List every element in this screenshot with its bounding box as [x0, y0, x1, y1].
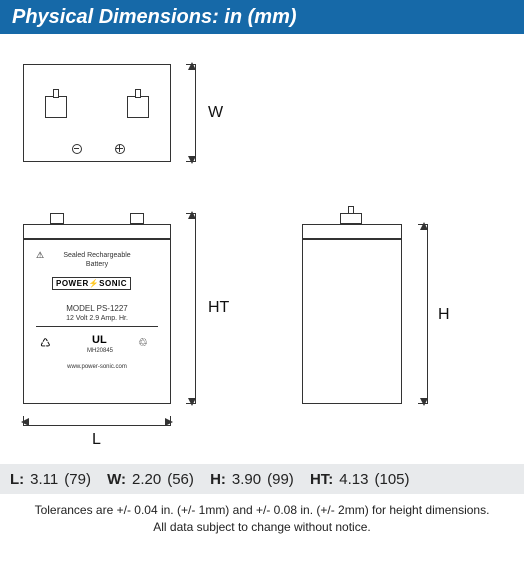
frontview-lid [23, 224, 171, 239]
h-label: H [438, 306, 450, 324]
footnote-text: Tolerances are +/- 0.04 in. (+/- 1mm) an… [0, 494, 524, 536]
dim-l-in: 3.11 [30, 471, 58, 488]
w-bracket [186, 64, 196, 162]
dim-ht-label: HT: [310, 471, 333, 488]
label-divider [36, 326, 158, 327]
dimensions-bar: L: 3.11 (79) W: 2.20 (56) H: 3.90 (99) H… [0, 464, 524, 494]
sideview-body [302, 239, 402, 404]
dim-ht-in: 4.13 [339, 471, 368, 488]
arrow-right-icon [165, 418, 173, 426]
ht-bracket [186, 213, 196, 404]
dim-h-label: H: [210, 471, 226, 488]
terminal-top-left [45, 96, 67, 118]
header-title: Physical Dimensions: in (mm) [12, 6, 297, 29]
recycle-icon: ♲ [138, 336, 152, 350]
model-line: MODEL PS-1227 [23, 304, 171, 313]
cert-text: MH20845 [80, 348, 120, 354]
arrow-down-icon [188, 398, 196, 406]
screw-plus-icon [115, 144, 125, 154]
arrow-up-icon [188, 211, 196, 219]
dim-l-label: L: [10, 471, 24, 488]
sideview-lid [302, 224, 402, 239]
dim-ht-mm: (105) [375, 471, 410, 488]
dim-l-mm: (79) [64, 471, 91, 488]
dim-w-in: 2.20 [132, 471, 161, 488]
arrow-up-icon [188, 62, 196, 70]
dim-w-label: W: [107, 471, 126, 488]
w-label: W [208, 104, 223, 122]
ht-label: HT [208, 299, 229, 317]
arrow-down-icon [188, 156, 196, 164]
side-term [340, 213, 362, 224]
ul-icon: UL [92, 334, 107, 346]
screw-minus-icon [72, 144, 82, 154]
header-bar: Physical Dimensions: in (mm) [0, 0, 524, 34]
h-bracket [418, 224, 428, 404]
terminal-tab-left [53, 89, 59, 98]
brand-logo: POWER⚡SONIC [52, 277, 131, 290]
spec-line: 12 Volt 2.9 Amp. Hr. [23, 315, 171, 322]
terminal-tab-right [135, 89, 141, 98]
front-term-r [130, 213, 144, 224]
front-term-l [50, 213, 64, 224]
dim-h-mm: (99) [267, 471, 294, 488]
l-label: L [92, 431, 101, 449]
l-bracket [23, 416, 171, 426]
arrow-down-icon [420, 398, 428, 406]
weee-icon: ♺ [40, 336, 54, 350]
dim-w-mm: (56) [167, 471, 194, 488]
arrow-up-icon [420, 222, 428, 230]
side-term-tab [348, 206, 354, 214]
diagram-area: W ⚠ Sealed Rechargeable Battery POWER⚡SO… [0, 34, 524, 464]
terminal-top-right [127, 96, 149, 118]
website-line: www.power-sonic.com [23, 364, 171, 370]
arrow-left-icon [21, 418, 29, 426]
label-line2: Battery [23, 261, 171, 268]
label-line1: Sealed Rechargeable [23, 252, 171, 259]
dim-h-in: 3.90 [232, 471, 261, 488]
